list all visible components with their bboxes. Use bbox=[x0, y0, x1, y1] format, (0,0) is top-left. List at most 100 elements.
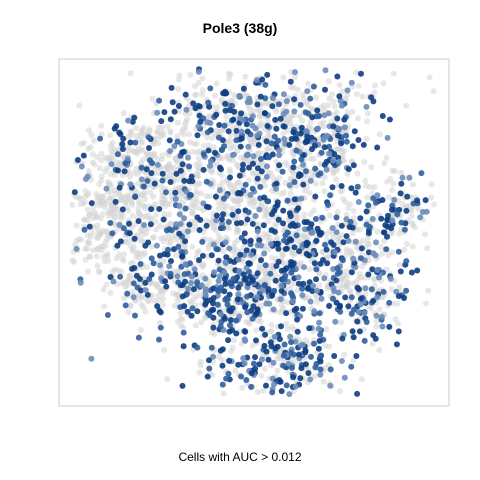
cell-point bbox=[166, 263, 173, 270]
cell-point bbox=[260, 222, 267, 229]
cell-point bbox=[126, 272, 133, 279]
cell-point bbox=[182, 278, 189, 285]
cell-point bbox=[148, 206, 155, 213]
cell-point bbox=[195, 68, 202, 75]
cell-point bbox=[360, 141, 367, 148]
cell-point bbox=[104, 312, 111, 318]
cell-point bbox=[361, 337, 368, 344]
cell-point bbox=[324, 260, 331, 267]
cell-point bbox=[179, 316, 186, 323]
cell-point bbox=[293, 147, 300, 154]
cell-point bbox=[208, 329, 215, 336]
cell-point bbox=[118, 268, 125, 275]
cell-point bbox=[325, 202, 332, 208]
cell-point bbox=[154, 129, 161, 136]
cell-point bbox=[212, 193, 219, 200]
cell-point bbox=[278, 282, 285, 289]
cell-point bbox=[235, 201, 242, 208]
cell-point bbox=[363, 319, 370, 325]
cell-point bbox=[253, 337, 259, 344]
cell-point bbox=[189, 208, 196, 215]
cell-point bbox=[355, 276, 362, 283]
cell-point bbox=[147, 189, 154, 196]
cell-point bbox=[225, 70, 232, 77]
cell-point bbox=[270, 306, 277, 313]
x-axis-label: Cells with AUC > 0.012 bbox=[178, 450, 302, 464]
cell-point bbox=[236, 267, 243, 274]
cell-point bbox=[369, 340, 376, 347]
cell-point bbox=[260, 287, 266, 294]
cell-point bbox=[108, 161, 115, 168]
cell-point bbox=[176, 108, 182, 115]
cell-point bbox=[313, 237, 320, 244]
cell-point bbox=[306, 266, 313, 273]
cell-point bbox=[265, 133, 272, 140]
cell-point bbox=[316, 310, 323, 317]
cell-point bbox=[345, 205, 352, 212]
cell-point bbox=[224, 154, 231, 161]
cell-point bbox=[348, 294, 355, 301]
cell-point bbox=[103, 185, 110, 192]
cell-point bbox=[240, 258, 247, 265]
cell-point bbox=[334, 238, 341, 245]
cell-point bbox=[145, 134, 152, 141]
cell-point bbox=[296, 171, 303, 178]
cell-point bbox=[194, 149, 201, 156]
cell-point bbox=[209, 169, 216, 176]
cell-point bbox=[426, 74, 433, 81]
cell-point bbox=[300, 161, 307, 168]
cell-point bbox=[259, 76, 266, 83]
cell-point bbox=[189, 305, 196, 312]
cell-point bbox=[208, 344, 215, 351]
cell-point bbox=[121, 251, 128, 258]
cell-point bbox=[330, 157, 337, 164]
cell-point bbox=[167, 220, 174, 227]
cell-point bbox=[114, 159, 121, 166]
cell-point bbox=[354, 170, 361, 177]
cell-point bbox=[232, 367, 239, 374]
cell-point bbox=[187, 298, 194, 305]
cell-point bbox=[161, 251, 168, 258]
cell-point bbox=[138, 301, 145, 308]
cell-point bbox=[334, 73, 341, 80]
cell-point bbox=[321, 174, 328, 181]
cell-point bbox=[95, 268, 102, 275]
cell-point bbox=[189, 226, 196, 233]
cell-point bbox=[293, 305, 300, 312]
cell-point bbox=[334, 265, 341, 272]
cell-point bbox=[159, 170, 166, 177]
cell-point bbox=[286, 182, 293, 189]
cell-point bbox=[286, 391, 293, 398]
cell-point bbox=[260, 177, 267, 184]
cell-point bbox=[167, 179, 174, 185]
cell-point bbox=[220, 390, 227, 397]
cell-point bbox=[269, 103, 276, 110]
cell-point bbox=[131, 235, 138, 242]
cell-point bbox=[361, 159, 368, 166]
cell-point bbox=[300, 95, 307, 102]
cell-point bbox=[271, 228, 278, 235]
cell-point bbox=[263, 382, 269, 389]
cell-point bbox=[113, 255, 120, 262]
cell-point bbox=[335, 159, 342, 165]
cell-point bbox=[265, 218, 272, 224]
cell-point bbox=[122, 160, 129, 167]
cell-point bbox=[212, 92, 218, 99]
cell-point bbox=[343, 132, 350, 139]
cell-point bbox=[365, 202, 372, 209]
cell-point bbox=[135, 292, 142, 299]
cell-point bbox=[155, 124, 162, 131]
cell-point bbox=[278, 287, 285, 294]
cell-point bbox=[396, 284, 403, 291]
cell-point bbox=[133, 132, 140, 139]
cell-point bbox=[226, 357, 233, 364]
cell-point bbox=[289, 364, 295, 371]
cell-point bbox=[349, 230, 356, 237]
cell-point bbox=[244, 99, 251, 106]
cell-point bbox=[342, 198, 349, 205]
cell-point bbox=[261, 250, 268, 257]
cell-point bbox=[347, 289, 354, 296]
cell-point bbox=[339, 335, 346, 342]
cell-point bbox=[263, 210, 270, 217]
cell-point bbox=[337, 302, 343, 309]
